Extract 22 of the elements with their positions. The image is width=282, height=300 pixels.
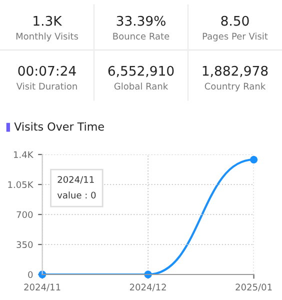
annotation: 2024/11 value : 0	[57, 176, 96, 199]
category-label: Visit Duration	[16, 82, 77, 90]
y-tick-label: 1.4K	[14, 151, 34, 158]
category-label: Country Rank	[204, 82, 266, 92]
y-tick-label: 1.05K	[8, 181, 34, 188]
category-label: Global Rank	[114, 82, 168, 90]
x-tick-label: 2024/12	[130, 284, 166, 292]
text: 1.3K	[34, 16, 62, 26]
text: 00:07:24	[18, 66, 76, 76]
category-label: Pages Per Visit	[202, 32, 268, 42]
text: 8.50	[221, 16, 249, 26]
text: 6,552,910	[108, 66, 174, 78]
y-tick-label: 350	[16, 241, 33, 248]
category-label: Bounce Rate	[113, 32, 170, 40]
chart-title: Visits Over Time	[14, 122, 104, 131]
x-tick-label: 2024/11	[24, 284, 60, 292]
x-tick-label: 2025/01	[236, 284, 272, 292]
text: 1,882,978	[202, 66, 268, 78]
y-tick-label: 700	[16, 211, 33, 218]
category-label: Monthly Visits	[16, 32, 78, 42]
y-tick-label: 0	[28, 271, 33, 278]
text: 33.39%	[116, 16, 166, 26]
